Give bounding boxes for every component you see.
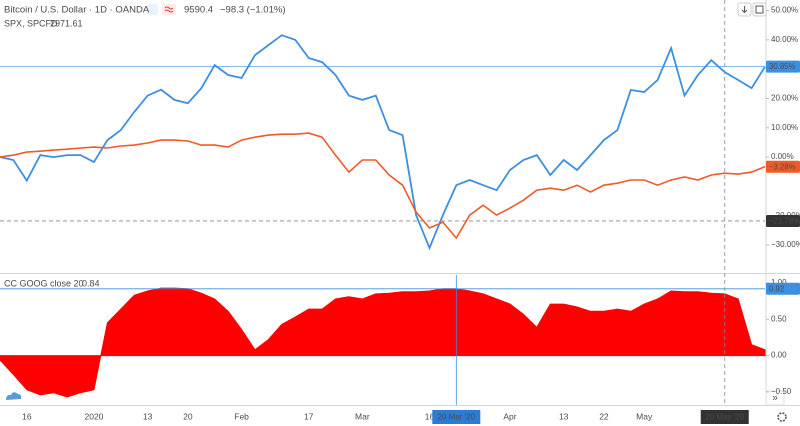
price-tag-label: −21.78% bbox=[769, 217, 800, 226]
x-tick-label: May bbox=[636, 411, 653, 421]
x-tick-label: 2020 bbox=[84, 411, 103, 421]
indicator-value: 0.84 bbox=[82, 278, 100, 288]
price-tag bbox=[766, 282, 800, 295]
time-crosshair-tag bbox=[700, 410, 749, 424]
time-crosshair-label: 20 May '20 bbox=[705, 413, 744, 422]
scroll-right-button[interactable] bbox=[765, 390, 785, 406]
x-tick-label: 16 bbox=[22, 411, 32, 421]
price-tag-label: 0.92 bbox=[769, 284, 784, 293]
x-tick-label: 16 bbox=[425, 411, 435, 421]
maximize-button[interactable] bbox=[752, 2, 767, 17]
compare-title: SPX, SPCFD bbox=[4, 18, 58, 28]
y-tick-label: 10.00% bbox=[771, 123, 798, 132]
x-tick-label: 13 bbox=[559, 411, 569, 421]
time-crosshair-label: 20 Mar '20 bbox=[438, 413, 476, 422]
series-line bbox=[0, 132, 766, 240]
x-tick-label: Apr bbox=[503, 411, 516, 421]
series-title: Bitcoin / U.S. Dollar · 1D · OANDA bbox=[4, 5, 150, 16]
time-crosshair-tag bbox=[432, 410, 481, 424]
y-tick-label: 0.00 bbox=[771, 351, 787, 360]
y-tick-label: 1.00 bbox=[771, 278, 787, 287]
x-tick-label: 22 bbox=[599, 411, 609, 421]
x-tick-label: 20 bbox=[183, 411, 193, 421]
settings-icon[interactable] bbox=[777, 412, 787, 422]
y-tick-label: 0.50 bbox=[771, 314, 787, 323]
eye-button[interactable] bbox=[147, 4, 158, 15]
x-tick-label: Feb bbox=[234, 411, 249, 421]
price-tag bbox=[766, 60, 800, 73]
cloud-icon[interactable] bbox=[6, 392, 22, 400]
price-tag bbox=[766, 160, 800, 173]
compare-icon bbox=[164, 6, 174, 13]
y-tick-label: 20.00% bbox=[771, 94, 798, 103]
price-tag-label: 30.85% bbox=[769, 62, 796, 71]
compare-button[interactable] bbox=[162, 4, 176, 15]
y-tick-label: −30.00% bbox=[771, 240, 800, 249]
scroll-right-icon: » bbox=[772, 393, 778, 404]
price-value: 9590.4 bbox=[184, 5, 213, 16]
indicator-title: CC GOOG close 20 bbox=[4, 278, 84, 288]
maximize-icon bbox=[755, 5, 764, 14]
y-tick-label: 0.00% bbox=[771, 152, 794, 161]
arrow-icon bbox=[741, 6, 748, 14]
series-line bbox=[0, 34, 766, 251]
y-tick-label: −0.50 bbox=[771, 387, 792, 396]
x-tick-label: 13 bbox=[143, 411, 153, 421]
price-tag bbox=[766, 214, 800, 227]
y-tick-label: 50.00% bbox=[771, 6, 798, 15]
price-tag-label: −3.28% bbox=[769, 162, 796, 171]
x-tick-label: Mar bbox=[355, 411, 370, 421]
compare-value: 2971.61 bbox=[50, 18, 83, 28]
y-tick-label: 40.00% bbox=[771, 35, 798, 44]
price-change: −98.3 (−1.01%) bbox=[220, 5, 286, 16]
series-area bbox=[0, 287, 766, 398]
x-tick-label: 17 bbox=[304, 411, 314, 421]
